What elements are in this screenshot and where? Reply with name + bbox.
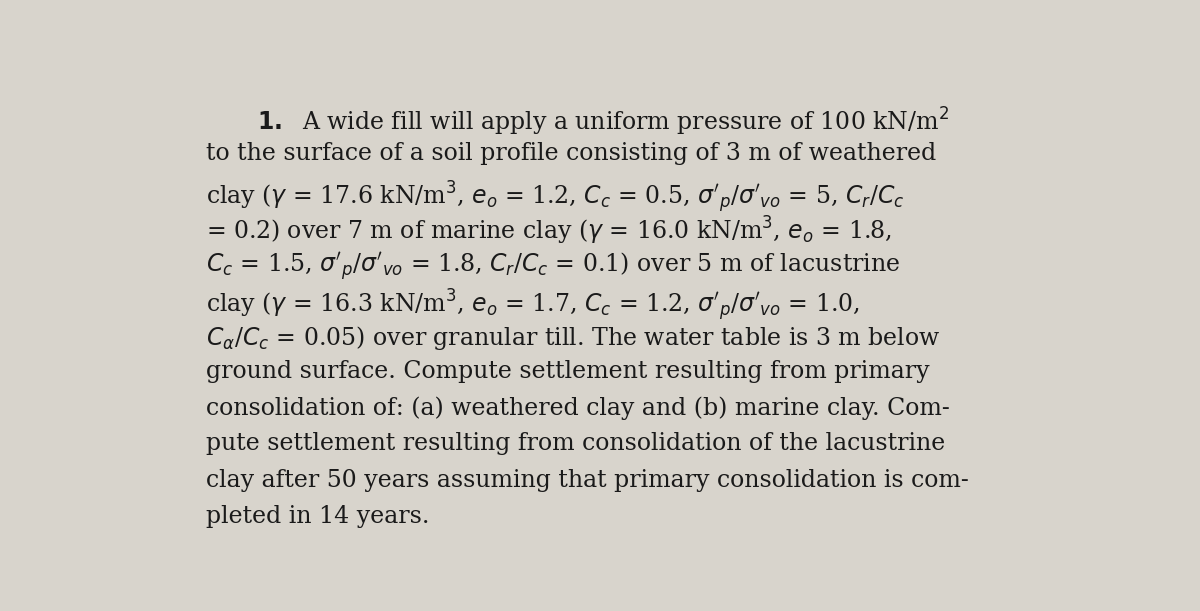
Text: to the surface of a soil profile consisting of 3 m of weathered: to the surface of a soil profile consist… [206,142,936,166]
Text: pleted in 14 years.: pleted in 14 years. [206,505,430,528]
Text: = 0.2) over 7 m of marine clay ($\gamma$ = 16.0 kN/m$^3$, $e_o$ = 1.8,: = 0.2) over 7 m of marine clay ($\gamma$… [206,215,892,247]
Text: clay after 50 years assuming that primary consolidation is com-: clay after 50 years assuming that primar… [206,469,968,491]
Text: clay ($\gamma$ = 16.3 kN/m$^3$, $e_o$ = 1.7, $C_c$ = 1.2, $\sigma'_p$/$\sigma'_{: clay ($\gamma$ = 16.3 kN/m$^3$, $e_o$ = … [206,287,860,323]
Text: consolidation of: (a) weathered clay and (b) marine clay. Com-: consolidation of: (a) weathered clay and… [206,396,949,420]
Text: pute settlement resulting from consolidation of the lacustrine: pute settlement resulting from consolida… [206,433,946,455]
Text: clay ($\gamma$ = 17.6 kN/m$^3$, $e_o$ = 1.2, $C_c$ = 0.5, $\sigma'_p$/$\sigma'_{: clay ($\gamma$ = 17.6 kN/m$^3$, $e_o$ = … [206,178,905,214]
Text: $C_\alpha$/$C_c$ = 0.05) over granular till. The water table is 3 m below: $C_\alpha$/$C_c$ = 0.05) over granular t… [206,324,941,351]
Text: $C_c$ = 1.5, $\sigma'_p$/$\sigma'_{vo}$ = 1.8, $C_r$/$C_c$ = 0.1) over 5 m of la: $C_c$ = 1.5, $\sigma'_p$/$\sigma'_{vo}$ … [206,251,900,284]
Text: ground surface. Compute settlement resulting from primary: ground surface. Compute settlement resul… [206,360,930,383]
Text: $\mathbf{1.}$  A wide fill will apply a uniform pressure of 100 kN/m$^2$: $\mathbf{1.}$ A wide fill will apply a u… [257,106,949,139]
